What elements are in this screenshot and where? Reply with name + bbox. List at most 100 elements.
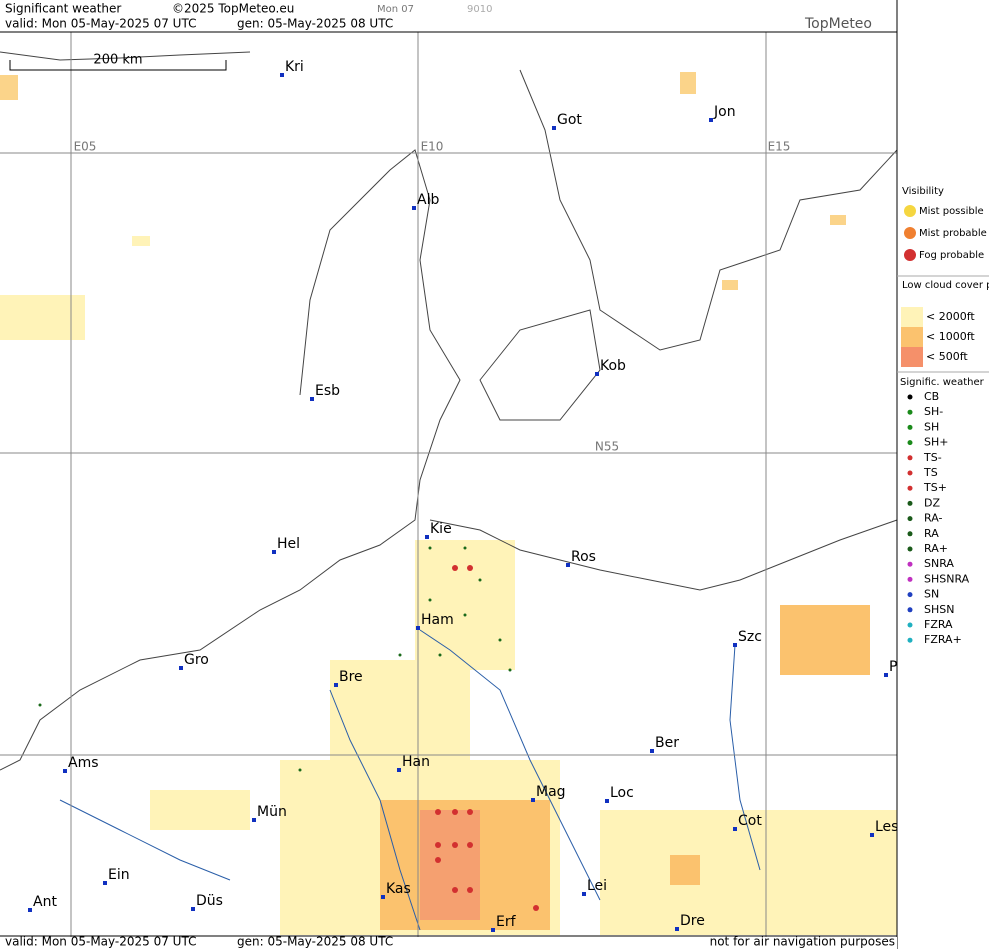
legend-item: < 2000ft	[926, 310, 975, 323]
legend-title: Signific. weather	[900, 377, 985, 388]
legend-icon	[907, 409, 913, 415]
legend-icon	[907, 500, 913, 506]
city-marker	[412, 206, 416, 210]
valid: valid: Mon 05-May-2025 07 UTC	[5, 17, 196, 31]
city-label: Ham	[421, 612, 454, 628]
city-marker	[733, 827, 737, 831]
footer-note: not for air navigation purposes	[710, 935, 895, 949]
legend-item: SH	[924, 420, 939, 433]
legend-icon	[904, 227, 916, 239]
legend-item: TS+	[923, 481, 947, 494]
legend-title: Visibility	[902, 186, 944, 197]
city-label: Jon	[713, 104, 736, 120]
city-marker	[310, 397, 314, 401]
city-label: Got	[557, 112, 582, 128]
header-bg	[0, 0, 897, 32]
legend-item: < 500ft	[926, 350, 968, 363]
rain-symbols	[38, 546, 512, 772]
legend-item: SH+	[924, 436, 948, 449]
legend-item: SHSNRA	[924, 572, 970, 585]
city-marker	[397, 768, 401, 772]
title: Significant weather	[5, 2, 121, 16]
legend-icon	[907, 546, 913, 552]
legend-item: TS	[923, 466, 938, 479]
city-label: Loc	[610, 785, 634, 801]
legend-icon	[907, 622, 913, 628]
legend-icon	[907, 531, 913, 537]
grid-label: N55	[595, 440, 619, 454]
city-label: Kie	[430, 521, 452, 537]
city-marker	[272, 550, 276, 554]
city-label: Ams	[68, 755, 99, 771]
legend-swatch	[901, 307, 923, 327]
run: Mon 07	[377, 4, 414, 15]
city-label: P	[889, 659, 897, 675]
legend-icon	[907, 424, 913, 430]
city-label: Hel	[277, 536, 300, 552]
city-label: Kas	[386, 881, 411, 897]
legend-item: SNRA	[924, 557, 954, 570]
city-marker	[884, 673, 888, 677]
city-marker	[28, 908, 32, 912]
city-marker	[280, 73, 284, 77]
city-marker	[870, 833, 874, 837]
legend-icon	[907, 576, 913, 582]
city-marker	[650, 749, 654, 753]
legend-item: DZ	[924, 496, 940, 509]
legend-item: TS-	[923, 451, 942, 464]
city-label: Dre	[680, 913, 705, 929]
city-label: Kob	[600, 358, 626, 374]
grid-label: E15	[768, 140, 791, 154]
legend-item: FZRA+	[924, 633, 962, 646]
city-label: Erf	[496, 914, 517, 930]
legend-title: Low cloud cover probable	[902, 280, 989, 291]
legend-item: FZRA	[924, 618, 953, 631]
city-marker	[552, 126, 556, 130]
rivers	[59, 629, 761, 931]
city-label: Les	[875, 819, 898, 835]
city-label: Ber	[655, 735, 679, 751]
logo: TopMeteo	[804, 16, 872, 32]
city-label: Szc	[738, 629, 762, 645]
legend-icon	[907, 516, 913, 522]
city-marker	[733, 643, 737, 647]
city-marker	[531, 798, 535, 802]
city-label: Han	[402, 754, 430, 770]
legend-swatch	[901, 327, 923, 347]
legend-icon	[907, 592, 913, 598]
city-marker	[179, 666, 183, 670]
code: 9010	[467, 4, 492, 15]
city-marker	[709, 118, 713, 122]
legend-item: SHSN	[924, 603, 954, 616]
city-marker	[491, 928, 495, 932]
city-label: Düs	[196, 893, 223, 909]
legend-item: RA	[924, 527, 939, 540]
footer-valid: valid: Mon 05-May-2025 07 UTC	[5, 935, 196, 949]
city-marker	[416, 626, 420, 630]
coastlines	[0, 51, 898, 771]
city-label: Cot	[738, 813, 762, 829]
legend-item: SH-	[924, 405, 943, 418]
legend-item: Fog probable	[919, 250, 984, 261]
legend-icon	[907, 394, 913, 400]
legend-icon	[907, 485, 913, 491]
legend-item: Mist possible	[919, 206, 984, 217]
legend-item: Mist probable	[919, 228, 987, 239]
city-marker	[63, 769, 67, 773]
city-label: Lei	[587, 878, 607, 894]
city-label: Esb	[315, 383, 340, 399]
city-label: Bre	[339, 669, 363, 685]
copyright: ©2025 TopMeteo.eu	[172, 2, 294, 16]
city-marker	[381, 895, 385, 899]
scale-label: 200 km	[93, 53, 142, 68]
footer-gen: gen: 05-May-2025 08 UTC	[237, 935, 393, 949]
legend-icon	[907, 440, 913, 446]
scale-bar	[9, 60, 227, 71]
legend-item: < 1000ft	[926, 330, 975, 343]
city-marker	[103, 881, 107, 885]
legend-item: RA-	[924, 512, 942, 525]
city-label: Mün	[257, 804, 287, 820]
city-label: Alb	[417, 192, 439, 208]
legend-icon	[907, 455, 913, 461]
